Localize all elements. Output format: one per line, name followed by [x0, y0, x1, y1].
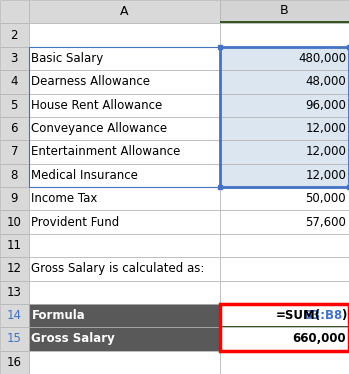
- Bar: [220, 327, 349, 351]
- Bar: [29, 187, 220, 210]
- Bar: [29, 351, 220, 374]
- Text: Provident Fund: Provident Fund: [31, 215, 120, 229]
- Bar: [220, 94, 349, 117]
- Bar: [220, 351, 349, 374]
- Bar: [0, 140, 29, 164]
- Bar: [218, 185, 222, 189]
- Bar: [347, 45, 349, 49]
- Bar: [220, 280, 349, 304]
- Text: B3:B8: B3:B8: [304, 309, 343, 322]
- Text: =SUM(: =SUM(: [276, 309, 321, 322]
- Bar: [29, 210, 220, 234]
- Bar: [29, 304, 220, 327]
- Text: 12,000: 12,000: [305, 122, 346, 135]
- Bar: [0, 327, 29, 351]
- Bar: [220, 210, 349, 234]
- Bar: [29, 234, 220, 257]
- Text: 6: 6: [10, 122, 18, 135]
- Text: 57,600: 57,600: [305, 215, 346, 229]
- Text: 3: 3: [10, 52, 18, 65]
- Bar: [220, 0, 349, 23]
- Bar: [0, 23, 29, 47]
- Text: 5: 5: [10, 99, 18, 112]
- Bar: [220, 326, 349, 327]
- Bar: [0, 94, 29, 117]
- Text: Dearness Allowance: Dearness Allowance: [31, 75, 150, 88]
- Bar: [29, 94, 220, 117]
- Text: Gross Salary: Gross Salary: [31, 332, 115, 346]
- Bar: [0, 164, 29, 187]
- Bar: [0, 210, 29, 234]
- Bar: [0, 47, 29, 70]
- Bar: [0, 0, 29, 23]
- Text: 50,000: 50,000: [306, 192, 346, 205]
- Text: 14: 14: [7, 309, 22, 322]
- Bar: [0, 304, 29, 327]
- Text: 7: 7: [10, 145, 18, 159]
- Text: B: B: [280, 4, 289, 17]
- Text: 10: 10: [7, 215, 22, 229]
- Text: House Rent Allowance: House Rent Allowance: [31, 99, 163, 112]
- Bar: [220, 304, 349, 327]
- Bar: [220, 47, 349, 70]
- Text: 12,000: 12,000: [305, 145, 346, 159]
- Bar: [29, 70, 220, 94]
- Bar: [220, 21, 349, 23]
- Text: Basic Salary: Basic Salary: [31, 52, 104, 65]
- Text: 4: 4: [10, 75, 18, 88]
- Bar: [220, 70, 349, 94]
- Text: Formula: Formula: [31, 309, 85, 322]
- Text: 12: 12: [7, 262, 22, 275]
- Text: 660,000: 660,000: [292, 332, 346, 346]
- Text: 2: 2: [10, 28, 18, 42]
- Text: 11: 11: [7, 239, 22, 252]
- Text: 48,000: 48,000: [305, 75, 346, 88]
- Text: 8: 8: [10, 169, 18, 182]
- Text: Medical Insurance: Medical Insurance: [31, 169, 138, 182]
- Bar: [29, 257, 220, 280]
- Bar: [0, 351, 29, 374]
- Bar: [0, 280, 29, 304]
- Text: Conveyance Allowance: Conveyance Allowance: [31, 122, 168, 135]
- Bar: [29, 140, 220, 164]
- Text: 12,000: 12,000: [305, 169, 346, 182]
- Bar: [220, 117, 349, 140]
- Bar: [29, 23, 220, 47]
- Bar: [29, 47, 220, 187]
- Bar: [220, 234, 349, 257]
- Bar: [220, 47, 349, 187]
- Bar: [218, 45, 222, 49]
- Bar: [29, 117, 220, 140]
- Bar: [220, 140, 349, 164]
- Bar: [0, 257, 29, 280]
- Bar: [220, 257, 349, 280]
- Bar: [0, 234, 29, 257]
- Bar: [29, 327, 220, 351]
- Bar: [0, 117, 29, 140]
- Text: Gross Salary is calculated as:: Gross Salary is calculated as:: [31, 262, 205, 275]
- Bar: [29, 164, 220, 187]
- Bar: [29, 0, 220, 23]
- Text: 13: 13: [7, 286, 22, 299]
- Text: Income Tax: Income Tax: [31, 192, 98, 205]
- Bar: [220, 164, 349, 187]
- Text: 9: 9: [10, 192, 18, 205]
- Bar: [29, 280, 220, 304]
- Text: A: A: [120, 5, 128, 18]
- Text: Entertainment Allowance: Entertainment Allowance: [31, 145, 181, 159]
- Bar: [220, 187, 349, 210]
- Text: 96,000: 96,000: [305, 99, 346, 112]
- Bar: [220, 23, 349, 47]
- Text: ): ): [341, 309, 346, 322]
- Bar: [220, 304, 349, 351]
- Text: 16: 16: [7, 356, 22, 369]
- Bar: [0, 187, 29, 210]
- Bar: [29, 47, 220, 70]
- Bar: [347, 185, 349, 189]
- Text: 480,000: 480,000: [298, 52, 346, 65]
- Bar: [0, 70, 29, 94]
- Text: 15: 15: [7, 332, 22, 346]
